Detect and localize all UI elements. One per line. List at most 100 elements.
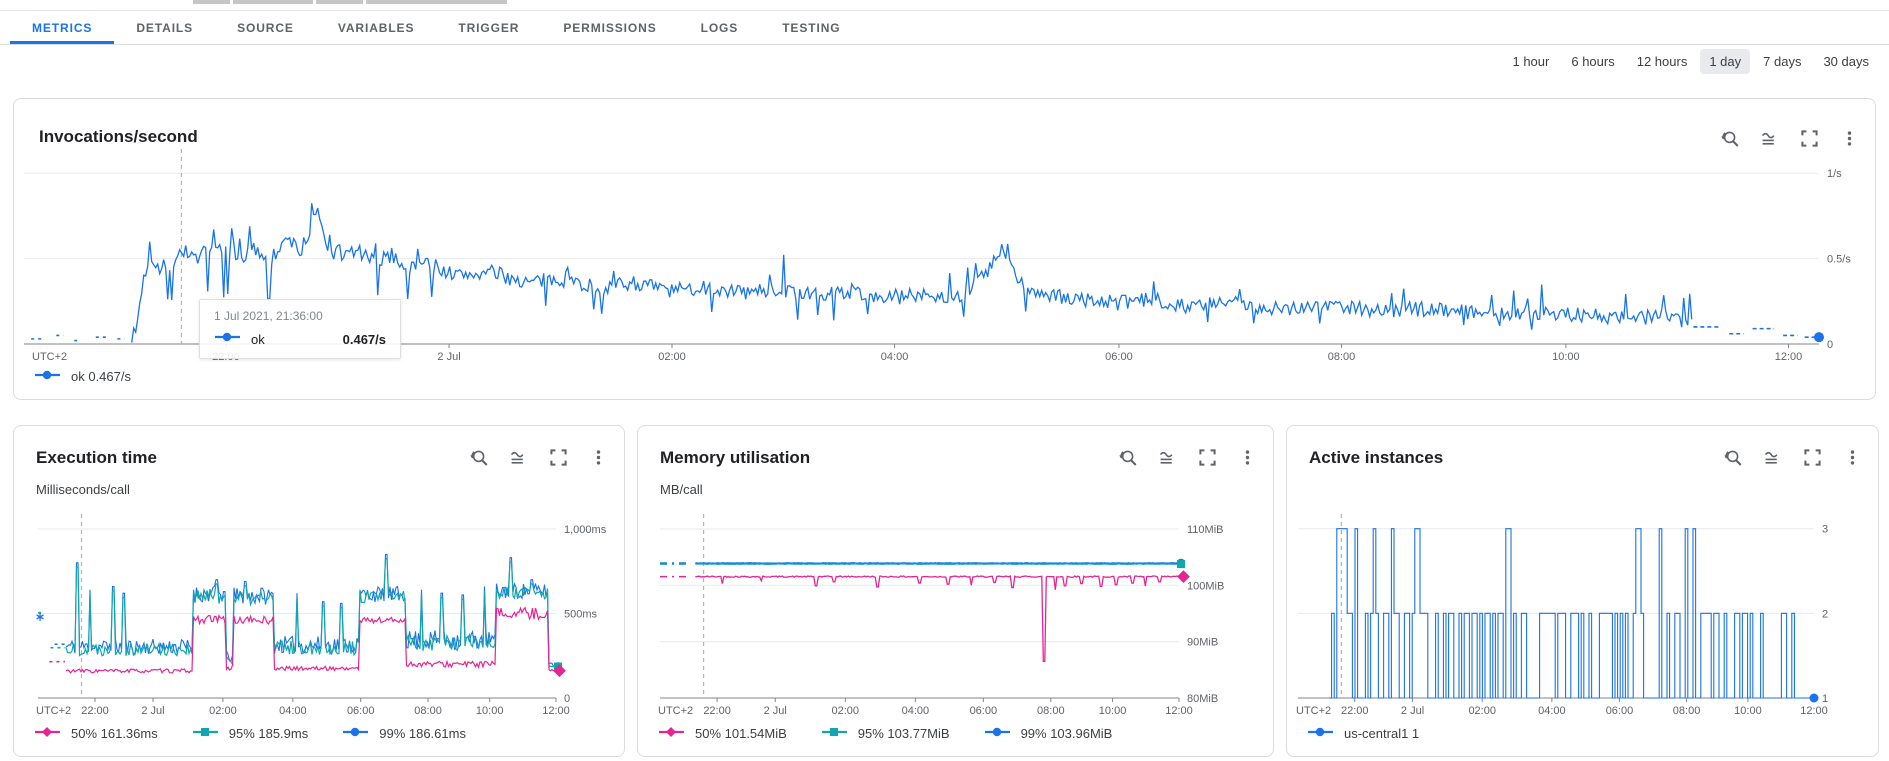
fullscreen-icon[interactable] xyxy=(1800,129,1819,148)
time-range-7-days[interactable]: 7 days xyxy=(1763,53,1802,69)
cropped-segment xyxy=(366,0,507,4)
svg-text:UTC+2: UTC+2 xyxy=(1296,705,1331,717)
tab-source[interactable]: SOURCE xyxy=(237,20,294,35)
tab-metrics[interactable]: METRICS xyxy=(10,11,115,44)
svg-text:80MiB: 80MiB xyxy=(1187,693,1218,705)
svg-text:110MiB: 110MiB xyxy=(1187,524,1223,536)
zoom-reset-icon[interactable] xyxy=(1720,129,1739,148)
svg-text:2 Jul: 2 Jul xyxy=(1401,705,1424,717)
svg-text:08:00: 08:00 xyxy=(1037,705,1065,717)
time-range-1-day[interactable]: 1 day xyxy=(1700,48,1751,74)
zoom-reset-icon[interactable] xyxy=(1118,448,1137,467)
chart-unit-label: MB/call xyxy=(660,482,703,497)
fullscreen-icon[interactable] xyxy=(1198,448,1217,467)
legend-item[interactable]: us-central1 1 xyxy=(1307,726,1419,741)
chart-title: Execution time xyxy=(36,448,157,467)
tab-permissions[interactable]: PERMISSIONS xyxy=(563,20,657,35)
legend-label: ok 0.467/s xyxy=(71,369,131,384)
svg-text:90MiB: 90MiB xyxy=(1187,637,1218,649)
circle-series-marker-icon xyxy=(1307,726,1335,741)
svg-text:500ms: 500ms xyxy=(564,609,598,621)
legend-label: 99% 186.61ms xyxy=(379,726,466,741)
more-options-icon[interactable] xyxy=(589,448,608,467)
legend-label: us-central1 1 xyxy=(1344,726,1420,741)
zoom-reset-icon[interactable] xyxy=(469,448,488,467)
tab-details[interactable]: DETAILS xyxy=(136,20,194,35)
time-range-selector: 1 hour 6 hours 12 hours 1 day 7 days 30 days xyxy=(1503,46,1878,76)
waves-icon[interactable] xyxy=(1158,448,1177,467)
svg-text:08:00: 08:00 xyxy=(1673,705,1701,717)
svg-text:2: 2 xyxy=(1822,608,1828,620)
svg-text:2 Jul: 2 Jul xyxy=(764,705,787,717)
execution-time-chart-card: Execution time Milliseconds/call 1,000ms… xyxy=(13,425,625,757)
svg-text:12:00: 12:00 xyxy=(1165,705,1193,717)
svg-text:08:00: 08:00 xyxy=(1328,351,1356,363)
active-instances-chart[interactable]: 3 2 1 22:00 2 Jul 02:00 04:00 06:00 08:00 10:00 12… xyxy=(1287,426,1878,756)
legend-label: 95% 185.9ms xyxy=(228,726,309,741)
legend-item[interactable]: 95% 185.9ms xyxy=(192,726,309,741)
svg-text:22:00: 22:00 xyxy=(1341,705,1369,717)
svg-text:3: 3 xyxy=(1822,524,1828,536)
svg-text:1,000ms: 1,000ms xyxy=(564,524,607,536)
circle-series-marker-icon xyxy=(984,726,1012,741)
header-divider xyxy=(0,10,1889,11)
waves-icon[interactable] xyxy=(1763,448,1782,467)
square-series-marker-icon xyxy=(821,726,849,741)
function-detail-tabs: METRICS DETAILS SOURCE VARIABLES TRIGGER PERM… xyxy=(0,11,1889,45)
diamond-series-marker-icon xyxy=(658,726,686,741)
svg-text:10:00: 10:00 xyxy=(476,705,504,717)
svg-text:2 Jul: 2 Jul xyxy=(141,705,164,717)
tab-testing[interactable]: TESTING xyxy=(782,20,841,35)
cropped-segment xyxy=(233,0,313,4)
tab-trigger[interactable]: TRIGGER xyxy=(458,20,520,35)
svg-text:UTC+2: UTC+2 xyxy=(32,351,67,363)
svg-text:100MiB: 100MiB xyxy=(1187,580,1224,592)
time-range-6-hours[interactable]: 6 hours xyxy=(1571,53,1615,69)
chart-unit-label: Milliseconds/call xyxy=(36,482,130,497)
chart-title: Invocations/second xyxy=(39,127,198,146)
waves-icon[interactable] xyxy=(1760,129,1779,148)
time-range-1-hour[interactable]: 1 hour xyxy=(1512,53,1550,69)
chart-tooltip: 1 Jul 2021, 21:36:00 ok 0.467/s xyxy=(199,299,401,359)
svg-text:22:00: 22:00 xyxy=(703,705,731,717)
legend-label: 50% 161.36ms xyxy=(71,726,158,741)
legend-item[interactable]: 99% 186.61ms xyxy=(342,726,466,741)
legend-item[interactable]: ok 0.467/s xyxy=(34,369,131,384)
legend-item[interactable]: 50% 161.36ms xyxy=(34,726,158,741)
svg-text:02:00: 02:00 xyxy=(832,705,860,717)
waves-icon[interactable] xyxy=(509,448,528,467)
more-options-icon[interactable] xyxy=(1840,129,1859,148)
cropped-segment xyxy=(316,0,363,4)
tab-logs[interactable]: LOGS xyxy=(700,20,739,35)
memory-utilisation-chart[interactable]: 110MiB 100MiB 90MiB 80MiB 22:00 2 Jul 02:00 04:… xyxy=(638,426,1273,756)
svg-text:04:00: 04:00 xyxy=(1538,705,1566,717)
fullscreen-icon[interactable] xyxy=(1803,448,1822,467)
svg-text:0: 0 xyxy=(1827,339,1833,351)
tooltip-timestamp: 1 Jul 2021, 21:36:00 xyxy=(214,309,323,323)
svg-text:06:00: 06:00 xyxy=(1105,351,1133,363)
diamond-series-marker-icon xyxy=(34,726,62,741)
time-range-30-days[interactable]: 30 days xyxy=(1823,53,1869,69)
zoom-reset-icon[interactable] xyxy=(1723,448,1742,467)
time-range-12-hours[interactable]: 12 hours xyxy=(1636,53,1688,69)
legend-item[interactable]: 99% 103.96MiB xyxy=(984,726,1112,741)
svg-text:0.5/s: 0.5/s xyxy=(1827,254,1851,266)
chart-actions xyxy=(469,448,608,467)
fullscreen-icon[interactable] xyxy=(549,448,568,467)
tab-variables[interactable]: VARIABLES xyxy=(337,20,415,35)
chart-title: Memory utilisation xyxy=(660,448,811,467)
chart-title: Active instances xyxy=(1309,448,1444,467)
more-options-icon[interactable] xyxy=(1843,448,1862,467)
svg-text:06:00: 06:00 xyxy=(970,705,998,717)
more-options-icon[interactable] xyxy=(1238,448,1257,467)
legend-item[interactable]: 50% 101.54MiB xyxy=(658,726,787,741)
svg-text:12:00: 12:00 xyxy=(542,705,570,717)
chart-actions xyxy=(1118,448,1257,467)
execution-time-chart[interactable]: 1,000ms 500ms 0 22:00 2 Jul 02:00 04:00 06:00 08… xyxy=(14,426,624,756)
legend-item[interactable]: 95% 103.77MiB xyxy=(821,726,950,741)
svg-text:12:00: 12:00 xyxy=(1800,705,1828,717)
active-instances-chart-card: Active instances 3 2 1 22:00 2 Jul 02:00 04:00… xyxy=(1286,425,1879,757)
svg-text:1/s: 1/s xyxy=(1827,168,1842,180)
